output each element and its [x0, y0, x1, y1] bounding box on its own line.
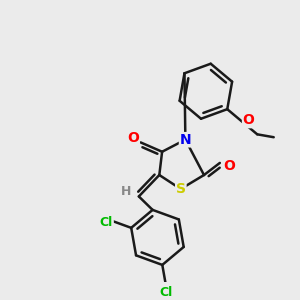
Text: Cl: Cl [159, 286, 172, 299]
Text: O: O [223, 159, 235, 173]
Text: S: S [176, 182, 186, 196]
Text: N: N [180, 133, 191, 147]
Text: S: S [176, 182, 186, 196]
Text: Cl: Cl [100, 216, 113, 229]
Text: O: O [243, 113, 254, 128]
Text: O: O [127, 131, 139, 145]
Text: O: O [223, 159, 235, 173]
Text: H: H [121, 185, 131, 198]
Text: O: O [127, 131, 139, 145]
Text: Cl: Cl [100, 216, 113, 229]
Text: H: H [121, 185, 131, 198]
Text: Cl: Cl [159, 286, 172, 299]
Text: O: O [243, 113, 254, 128]
Text: N: N [180, 133, 191, 147]
